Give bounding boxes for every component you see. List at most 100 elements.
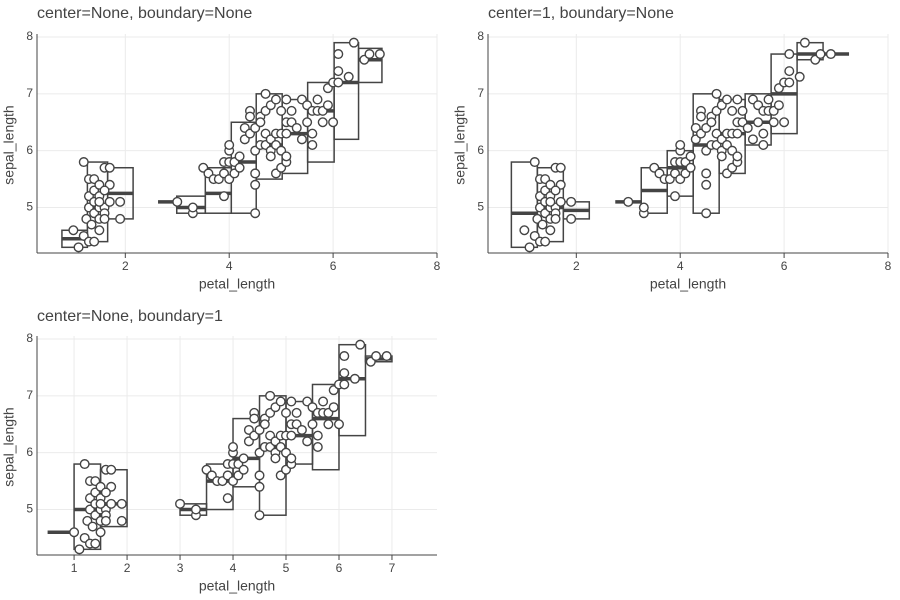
data-point bbox=[87, 521, 98, 532]
data-point bbox=[348, 37, 359, 48]
data-point bbox=[825, 49, 836, 60]
data-point bbox=[339, 351, 350, 362]
data-point bbox=[250, 168, 261, 179]
data-point bbox=[254, 510, 265, 521]
x-tick-label: 8 bbox=[885, 259, 892, 273]
data-point bbox=[566, 196, 577, 207]
data-point bbox=[799, 37, 810, 48]
x-tick-label: 6 bbox=[781, 259, 788, 273]
data-point bbox=[519, 225, 530, 236]
data-point bbox=[286, 105, 297, 116]
data-point bbox=[328, 402, 339, 413]
y-tick-label: 7 bbox=[26, 86, 33, 100]
bin-box bbox=[357, 47, 383, 84]
data-point bbox=[291, 407, 302, 418]
data-point bbox=[99, 185, 110, 196]
data-point bbox=[172, 196, 183, 207]
data-point bbox=[732, 128, 743, 139]
data-point bbox=[307, 128, 318, 139]
x-tick-label: 8 bbox=[434, 259, 441, 273]
data-point bbox=[296, 424, 307, 435]
data-point bbox=[281, 151, 292, 162]
data-point bbox=[89, 236, 100, 247]
data-point bbox=[190, 504, 201, 515]
data-point bbox=[115, 213, 126, 224]
y-tick-label: 6 bbox=[26, 445, 33, 459]
x-tick-label: 4 bbox=[230, 561, 237, 575]
x-axis-label: petal_length bbox=[199, 276, 275, 292]
data-point bbox=[364, 49, 375, 60]
data-point bbox=[701, 208, 712, 219]
data-point bbox=[94, 196, 105, 207]
data-point bbox=[222, 493, 233, 504]
data-point bbox=[333, 77, 344, 88]
data-point bbox=[286, 430, 297, 441]
data-point bbox=[732, 151, 743, 162]
data-point bbox=[349, 373, 360, 384]
data-point bbox=[100, 515, 111, 526]
data-point bbox=[187, 202, 198, 213]
data-point bbox=[322, 100, 333, 111]
data-point bbox=[555, 196, 566, 207]
x-tick-label: 4 bbox=[677, 259, 684, 273]
data-point bbox=[537, 219, 548, 230]
data-point bbox=[701, 179, 712, 190]
panel-title: center=None, boundary=1 bbox=[37, 308, 223, 325]
x-tick-label: 4 bbox=[226, 259, 233, 273]
data-point bbox=[312, 442, 323, 453]
data-point bbox=[104, 196, 115, 207]
data-point bbox=[685, 151, 696, 162]
data-point bbox=[727, 105, 738, 116]
data-point bbox=[296, 134, 307, 145]
data-point bbox=[270, 94, 281, 105]
panel-2: center=1, boundary=None 2 4 6 8 5 6 7 8 petal_len… bbox=[452, 5, 892, 291]
data-point bbox=[249, 413, 260, 424]
data-point bbox=[250, 179, 261, 190]
data-point bbox=[219, 191, 230, 202]
data-point bbox=[784, 66, 795, 77]
x-tick-label: 7 bbox=[389, 561, 396, 575]
data-point bbox=[250, 208, 261, 219]
data-point bbox=[339, 368, 350, 379]
data-point bbox=[275, 396, 286, 407]
panel-3: center=None, boundary=1 1 2 3 4 5 6 7 5 6 7 8 petal_… bbox=[1, 308, 437, 594]
data-point bbox=[685, 162, 696, 173]
data-point bbox=[328, 117, 339, 128]
data-point bbox=[670, 191, 681, 202]
data-point bbox=[555, 162, 566, 173]
panel-title: center=None, boundary=None bbox=[37, 5, 252, 22]
data-point bbox=[768, 117, 779, 128]
data-point bbox=[638, 202, 649, 213]
data-point bbox=[711, 88, 722, 99]
data-point bbox=[312, 430, 323, 441]
y-tick-label: 7 bbox=[26, 388, 33, 402]
y-tick-label: 5 bbox=[26, 200, 33, 214]
data-point bbox=[784, 49, 795, 60]
panel-title: center=1, boundary=None bbox=[488, 5, 674, 22]
data-point bbox=[307, 419, 318, 430]
data-point bbox=[721, 94, 732, 105]
y-tick-label: 8 bbox=[477, 29, 484, 43]
data-point bbox=[371, 351, 382, 362]
x-tick-label: 6 bbox=[336, 561, 343, 575]
data-point bbox=[333, 49, 344, 60]
data-point bbox=[339, 379, 350, 390]
data-point bbox=[254, 481, 265, 492]
data-point bbox=[623, 196, 634, 207]
data-point bbox=[99, 213, 110, 224]
data-point bbox=[234, 162, 245, 173]
data-point bbox=[675, 139, 686, 150]
data-point bbox=[566, 213, 577, 224]
data-point bbox=[78, 157, 89, 168]
data-point bbox=[302, 117, 313, 128]
data-point bbox=[323, 419, 334, 430]
data-point bbox=[238, 464, 249, 475]
data-point bbox=[758, 139, 769, 150]
data-point bbox=[815, 49, 826, 60]
data-point bbox=[706, 117, 717, 128]
bin-box bbox=[338, 343, 367, 437]
data-point bbox=[270, 453, 281, 464]
data-point bbox=[773, 100, 784, 111]
data-point bbox=[86, 219, 97, 230]
data-point bbox=[95, 498, 106, 509]
